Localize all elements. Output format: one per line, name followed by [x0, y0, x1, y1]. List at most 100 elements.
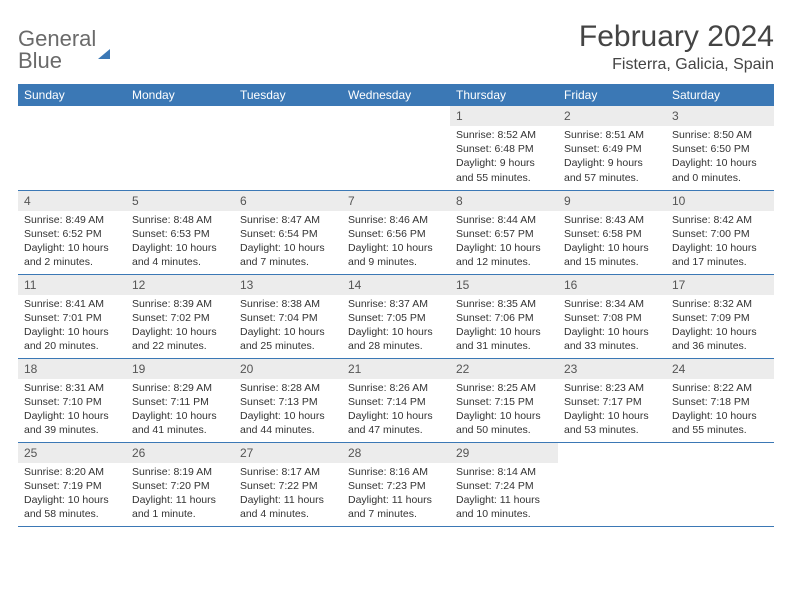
sunrise-value: 8:37 AM	[389, 298, 428, 310]
daylight-line: Daylight: 10 hours and 28 minutes.	[348, 325, 444, 353]
sunrise-value: 8:50 AM	[713, 129, 752, 141]
day-cell: 27Sunrise: 8:17 AMSunset: 7:22 PMDayligh…	[234, 442, 342, 526]
daylight-line: Daylight: 10 hours and 47 minutes.	[348, 409, 444, 437]
sunset-value: 6:52 PM	[63, 228, 102, 240]
sunrise-label: Sunrise:	[672, 129, 713, 141]
day-number: 29	[450, 443, 558, 463]
sunrise-line: Sunrise: 8:43 AM	[564, 213, 660, 227]
day-number: 11	[18, 275, 126, 295]
sunrise-line: Sunrise: 8:26 AM	[348, 381, 444, 395]
sunrise-label: Sunrise:	[132, 214, 173, 226]
daylight-label: Daylight:	[132, 242, 176, 254]
day-cell: 5Sunrise: 8:48 AMSunset: 6:53 PMDaylight…	[126, 190, 234, 274]
daylight-label: Daylight:	[24, 410, 68, 422]
brand-logo: General Blue	[18, 20, 110, 72]
daylight-line: Daylight: 10 hours and 50 minutes.	[456, 409, 552, 437]
daylight-line: Daylight: 10 hours and 12 minutes.	[456, 241, 552, 269]
sunrise-line: Sunrise: 8:31 AM	[24, 381, 120, 395]
sunset-value: 7:14 PM	[387, 396, 426, 408]
day-number: 12	[126, 275, 234, 295]
day-cell: 18Sunrise: 8:31 AMSunset: 7:10 PMDayligh…	[18, 358, 126, 442]
day-number: 21	[342, 359, 450, 379]
sunset-label: Sunset:	[24, 312, 63, 324]
daylight-line: Daylight: 10 hours and 36 minutes.	[672, 325, 768, 353]
day-cell: 17Sunrise: 8:32 AMSunset: 7:09 PMDayligh…	[666, 274, 774, 358]
daylight-label: Daylight:	[348, 410, 392, 422]
sunset-line: Sunset: 6:53 PM	[132, 227, 228, 241]
day-number: 13	[234, 275, 342, 295]
daylight-label: Daylight:	[240, 326, 284, 338]
sunrise-label: Sunrise:	[132, 382, 173, 394]
day-details: Sunrise: 8:48 AMSunset: 6:53 PMDaylight:…	[126, 211, 234, 274]
sunset-line: Sunset: 7:05 PM	[348, 311, 444, 325]
daylight-label: Daylight:	[564, 242, 608, 254]
title-month: February 2024	[579, 20, 774, 54]
sunrise-line: Sunrise: 8:14 AM	[456, 465, 552, 479]
sunrise-line: Sunrise: 8:19 AM	[132, 465, 228, 479]
sunset-line: Sunset: 6:54 PM	[240, 227, 336, 241]
sunrise-label: Sunrise:	[348, 466, 389, 478]
empty-cell	[234, 106, 342, 190]
sunset-line: Sunset: 7:10 PM	[24, 395, 120, 409]
day-number: 8	[450, 191, 558, 211]
daylight-label: Daylight:	[456, 410, 500, 422]
sunset-value: 6:54 PM	[279, 228, 318, 240]
sunrise-label: Sunrise:	[24, 382, 65, 394]
sunset-label: Sunset:	[564, 143, 603, 155]
daylight-label: Daylight:	[456, 326, 500, 338]
sunset-line: Sunset: 7:20 PM	[132, 479, 228, 493]
day-number: 9	[558, 191, 666, 211]
day-cell: 15Sunrise: 8:35 AMSunset: 7:06 PMDayligh…	[450, 274, 558, 358]
day-number: 17	[666, 275, 774, 295]
sunset-label: Sunset:	[672, 312, 711, 324]
sunset-label: Sunset:	[456, 312, 495, 324]
sunset-line: Sunset: 7:15 PM	[456, 395, 552, 409]
sunrise-value: 8:20 AM	[65, 466, 104, 478]
sunrise-label: Sunrise:	[24, 298, 65, 310]
sunset-line: Sunset: 7:22 PM	[240, 479, 336, 493]
sunrise-label: Sunrise:	[672, 382, 713, 394]
sunset-value: 7:13 PM	[279, 396, 318, 408]
sunrise-label: Sunrise:	[672, 214, 713, 226]
sunrise-label: Sunrise:	[240, 466, 281, 478]
daylight-label: Daylight:	[456, 242, 500, 254]
sunset-value: 7:17 PM	[603, 396, 642, 408]
day-details: Sunrise: 8:49 AMSunset: 6:52 PMDaylight:…	[18, 211, 126, 274]
calendar-row: 25Sunrise: 8:20 AMSunset: 7:19 PMDayligh…	[18, 442, 774, 526]
day-details: Sunrise: 8:46 AMSunset: 6:56 PMDaylight:…	[342, 211, 450, 274]
sunset-value: 7:15 PM	[495, 396, 534, 408]
day-number: 5	[126, 191, 234, 211]
daylight-line: Daylight: 10 hours and 25 minutes.	[240, 325, 336, 353]
daylight-label: Daylight:	[672, 410, 716, 422]
calendar-document: General Blue February 2024 Fisterra, Gal…	[0, 0, 792, 537]
daylight-label: Daylight:	[456, 494, 500, 506]
daylight-label: Daylight:	[132, 494, 176, 506]
sunset-line: Sunset: 7:13 PM	[240, 395, 336, 409]
day-number: 2	[558, 106, 666, 126]
sunrise-value: 8:31 AM	[65, 382, 104, 394]
day-details: Sunrise: 8:51 AMSunset: 6:49 PMDaylight:…	[558, 126, 666, 189]
daylight-line: Daylight: 10 hours and 22 minutes.	[132, 325, 228, 353]
empty-cell	[666, 442, 774, 526]
sunset-label: Sunset:	[132, 396, 171, 408]
sunrise-value: 8:44 AM	[497, 214, 536, 226]
day-details: Sunrise: 8:16 AMSunset: 7:23 PMDaylight:…	[342, 463, 450, 526]
day-details: Sunrise: 8:43 AMSunset: 6:58 PMDaylight:…	[558, 211, 666, 274]
daylight-line: Daylight: 10 hours and 58 minutes.	[24, 493, 120, 521]
sunset-value: 6:49 PM	[603, 143, 642, 155]
empty-cell	[18, 106, 126, 190]
daylight-label: Daylight:	[564, 410, 608, 422]
sunset-line: Sunset: 7:00 PM	[672, 227, 768, 241]
sunset-value: 7:19 PM	[63, 480, 102, 492]
sunset-value: 7:18 PM	[711, 396, 750, 408]
day-cell: 22Sunrise: 8:25 AMSunset: 7:15 PMDayligh…	[450, 358, 558, 442]
day-details: Sunrise: 8:19 AMSunset: 7:20 PMDaylight:…	[126, 463, 234, 526]
day-header: Saturday	[666, 84, 774, 106]
day-details: Sunrise: 8:38 AMSunset: 7:04 PMDaylight:…	[234, 295, 342, 358]
daylight-line: Daylight: 10 hours and 15 minutes.	[564, 241, 660, 269]
daylight-label: Daylight:	[132, 326, 176, 338]
daylight-label: Daylight:	[672, 157, 716, 169]
day-number: 1	[450, 106, 558, 126]
sunset-line: Sunset: 6:49 PM	[564, 142, 660, 156]
sunset-line: Sunset: 7:23 PM	[348, 479, 444, 493]
